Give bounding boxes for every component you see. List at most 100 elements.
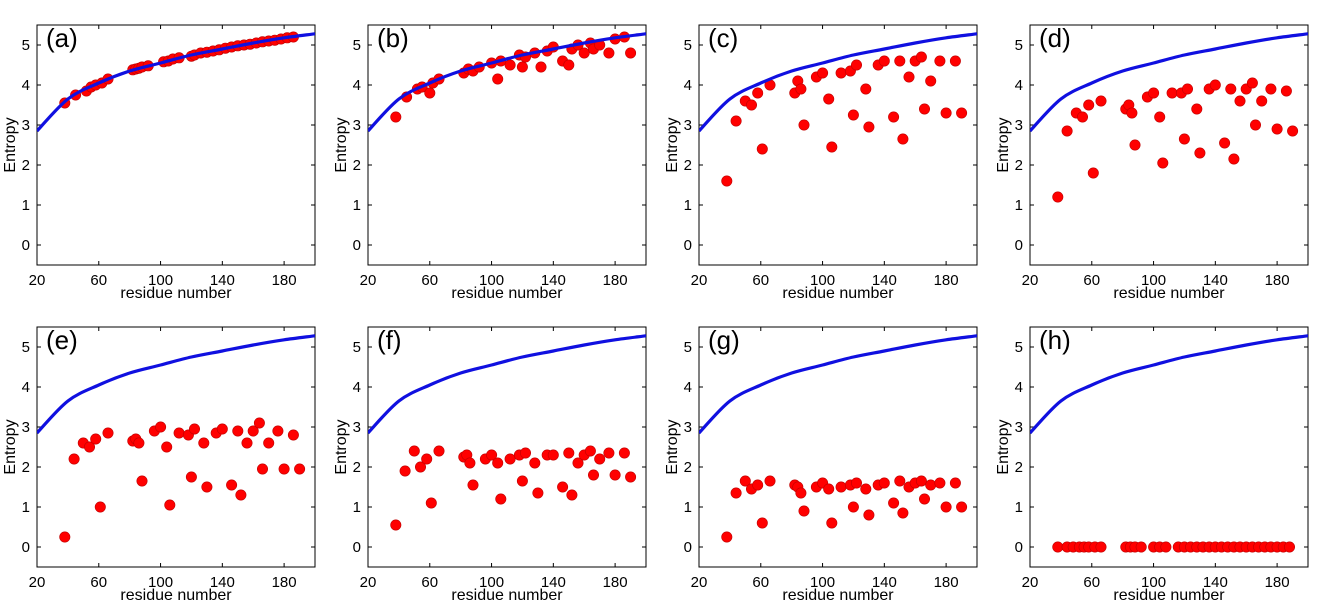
x-tick-label: 140 [872,574,897,591]
data-point [860,483,872,495]
data-point [826,517,838,529]
data-point [1246,77,1258,89]
x-tick-label: 60 [1083,574,1100,591]
y-tick-label: 0 [353,539,361,556]
x-tick-label: 180 [272,574,297,591]
data-point [1228,153,1240,165]
y-tick-label: 3 [22,419,30,436]
data-point [897,133,909,145]
data-point [59,531,71,543]
y-axis-label: Entropy [664,117,681,172]
data-point [486,449,498,461]
y-tick-label: 5 [22,37,30,54]
data-point [516,61,528,73]
panel-f: 0 1 2 3 4 5 20 60 100 140 180 residue number Entropy… [333,325,647,604]
y-tick-label: 2 [353,157,361,174]
data-point [247,425,259,437]
data-point [863,509,875,521]
x-tick-label: 60 [752,272,769,289]
y-tick-label: 1 [684,197,692,214]
data-point [823,483,835,495]
axes-frame [1029,24,1309,266]
data-point [198,437,210,449]
data-point [940,107,952,119]
data-point [730,487,742,499]
x-tick-label: 20 [360,574,377,591]
panel-label: (b) [377,23,409,53]
x-tick-label: 20 [1022,574,1039,591]
y-tick-label: 0 [684,237,692,254]
data-point [850,59,862,71]
data-point [894,475,906,487]
x-tick-label: 20 [1022,272,1039,289]
data-point [408,445,420,457]
x-axis-label: residue number [1113,285,1225,302]
y-tick-label: 5 [684,339,692,356]
y-tick-label: 3 [1015,419,1023,436]
data-point [823,93,835,105]
data-point [1209,79,1221,91]
panel-d: 0 1 2 3 4 5 20 60 100 140 180 residue number Entropy… [995,23,1309,302]
data-point [888,497,900,509]
panel-a: 0 1 2 3 4 5 20 60 100 140 180 residue number Entropy… [2,23,316,302]
x-tick-label: 140 [1203,574,1228,591]
y-axis-label: Entropy [2,117,19,172]
data-point [764,475,776,487]
data-point [745,99,757,111]
data-point [934,55,946,67]
data-point [721,175,733,187]
data-point [287,429,299,441]
x-axis-label: residue number [782,587,894,604]
data-point [603,447,615,459]
data-point [894,55,906,67]
data-point [433,445,445,457]
x-tick-label: 140 [872,272,897,289]
x-tick-label: 180 [603,574,628,591]
y-axis-label: Entropy [333,419,350,474]
data-point [1219,137,1231,149]
panel-label: (c) [708,23,738,53]
axes-frame [698,326,978,568]
data-point [625,47,637,59]
y-tick-label: 1 [1015,499,1023,516]
data-point [492,73,504,85]
data-point [235,489,247,501]
data-point [1280,85,1292,97]
panel-label: (d) [1039,23,1071,53]
x-tick-label: 20 [29,574,46,591]
x-tick-label: 140 [541,574,566,591]
data-point [504,59,516,71]
data-point [1083,99,1095,111]
x-tick-label: 100 [810,574,835,591]
x-axis-label: residue number [782,285,894,302]
x-tick-label: 140 [541,272,566,289]
data-point [563,59,575,71]
axes-frame [1029,326,1309,568]
data-point [504,453,516,465]
y-tick-label: 2 [22,157,30,174]
data-point [578,47,590,59]
data-point [161,441,173,453]
fit-curve [368,32,646,133]
data-point [795,83,807,95]
x-axis-label: residue number [120,285,232,302]
data-point [1284,541,1296,553]
data-point [903,71,915,83]
y-axis-label: Entropy [995,419,1012,474]
x-tick-label: 180 [1265,272,1290,289]
data-point [294,463,306,475]
data-point [863,121,875,133]
panel-h: 0 1 2 3 4 5 20 60 100 140 180 residue number Entropy… [995,325,1309,604]
x-axis-label: residue number [451,285,563,302]
y-tick-label: 1 [22,197,30,214]
panel-label: (a) [46,23,78,53]
data-point [835,67,847,79]
data-point [730,115,742,127]
data-point [226,479,238,491]
data-point [752,87,764,99]
data-point [535,61,547,73]
y-tick-label: 2 [353,459,361,476]
data-point [1194,147,1206,159]
y-tick-label: 5 [1015,339,1023,356]
data-point [185,471,197,483]
